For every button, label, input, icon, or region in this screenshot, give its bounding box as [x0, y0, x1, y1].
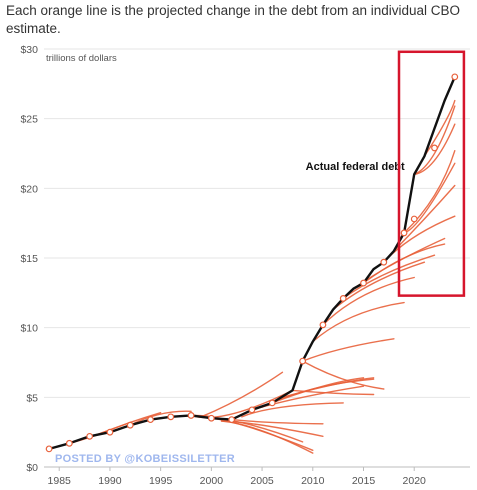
estimate-marker: [147, 416, 154, 424]
estimate-marker: [268, 399, 276, 407]
projection-line: [413, 105, 456, 176]
highlight-box: [397, 50, 466, 297]
projection-lines: [48, 99, 456, 454]
x-tick-label: 2010: [301, 475, 325, 487]
chart-subtitle: Each orange line is the projected change…: [6, 3, 461, 36]
projection-line: [301, 360, 385, 390]
x-tick-label: 1985: [48, 475, 72, 487]
projection-line: [281, 377, 375, 398]
actual-debt-annotation: Actual federal debt: [306, 161, 405, 173]
projection-line: [362, 243, 446, 284]
x-tick-label: 2005: [250, 475, 274, 487]
projection-line: [322, 276, 415, 326]
x-tick-label: 2020: [403, 475, 427, 487]
projection-line: [403, 162, 456, 234]
y-axis: $0 $5 $10 $15 $20 $25 $30: [20, 44, 38, 474]
estimate-marker: [339, 295, 347, 302]
estimate-marker: [126, 421, 134, 429]
estimate-marker: [319, 321, 327, 329]
projection-line: [332, 261, 426, 311]
estimate-marker: [187, 412, 195, 419]
y-tick-label: $25: [20, 114, 38, 126]
estimate-marker: [248, 406, 256, 414]
actual-debt-line: [47, 75, 456, 451]
y-tick-label: $20: [20, 183, 38, 195]
x-tick-label: 1990: [98, 475, 122, 487]
projection-line: [423, 99, 456, 157]
projection-line: [271, 377, 365, 404]
projection-line: [342, 254, 436, 300]
estimate-markers: [45, 73, 459, 453]
projection-line: [291, 389, 375, 396]
y-tick-label: $0: [26, 462, 38, 474]
y-tick-label: $10: [20, 323, 38, 335]
estimate-marker: [106, 428, 114, 436]
estimate-marker: [400, 229, 408, 237]
y-tick-label: $15: [20, 253, 38, 265]
x-tick-label: 2015: [352, 475, 376, 487]
estimate-marker: [207, 414, 215, 422]
estimate-marker: [431, 144, 438, 152]
estimate-marker: [228, 416, 236, 424]
y-tick-label: $30: [20, 44, 38, 56]
y-tick-label: $5: [26, 392, 38, 404]
x-axis: 1985 1990 1995 2000 2005 2010 2015 2020: [48, 467, 427, 487]
estimate-marker: [451, 73, 459, 81]
estimate-marker: [45, 445, 53, 453]
projection-line: [312, 301, 405, 343]
projection-line: [241, 402, 344, 418]
x-tick-label: 1995: [149, 475, 173, 487]
projection-line: [403, 150, 456, 234]
projection-line: [413, 123, 456, 176]
projection-line: [393, 184, 456, 252]
projection-line: [230, 418, 324, 425]
projection-line: [301, 338, 395, 362]
grid-lines: [44, 48, 470, 468]
estimate-marker: [299, 357, 307, 365]
watermark-text: POSTED BY @KOBEISSILETTER: [55, 453, 235, 465]
estimate-marker: [65, 439, 73, 447]
projection-line: [220, 420, 324, 437]
projection-line: [200, 371, 284, 418]
y-unit-label: trillions of dollars: [46, 53, 117, 64]
estimate-marker: [360, 279, 367, 287]
estimate-marker: [86, 432, 94, 440]
estimate-marker: [380, 258, 388, 266]
estimate-marker: [410, 215, 418, 223]
estimate-marker: [167, 413, 175, 421]
x-tick-label: 2000: [200, 475, 224, 487]
